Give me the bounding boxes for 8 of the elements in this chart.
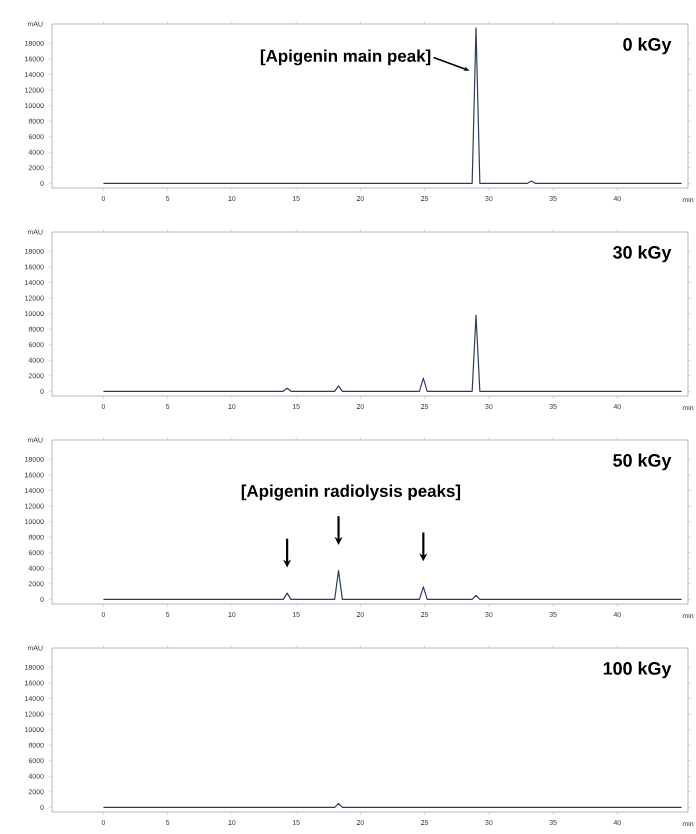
line-series <box>102 314 683 392</box>
text: 0 kGy <box>623 37 672 55</box>
line-series <box>102 569 683 600</box>
text: 30 kGy <box>613 245 672 263</box>
annotation: [Apigenin main peak] <box>260 49 431 66</box>
annotation: [Apigenin radiolysis peaks] <box>241 484 461 501</box>
text: 100 kGy <box>603 661 672 679</box>
text: 50 kGy <box>613 453 672 471</box>
